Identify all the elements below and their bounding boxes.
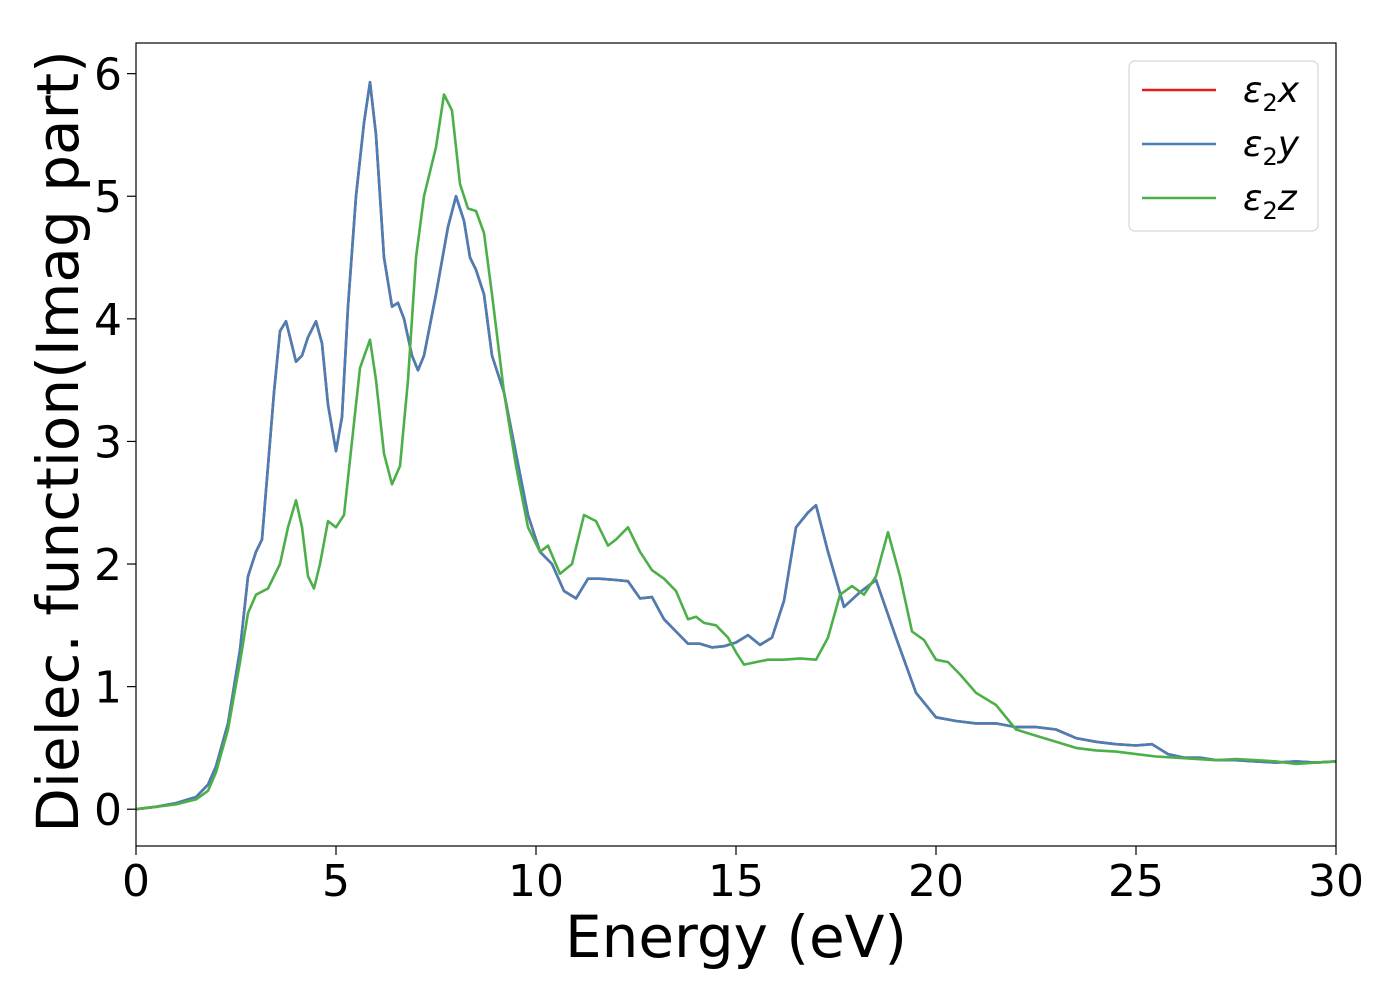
legend-subscript: 2: [1262, 143, 1277, 171]
x-tick-label: 20: [908, 856, 964, 907]
legend-label-y: ε2y: [1243, 124, 1300, 171]
x-tick-label: 25: [1108, 856, 1164, 907]
y-axis: 0 1 2 3 4 5 6: [94, 50, 136, 836]
y-tick-label: 5: [94, 172, 122, 223]
legend-component: y: [1277, 124, 1300, 165]
legend-epsilon: ε: [1243, 124, 1262, 165]
legend-label-x: ε2x: [1243, 70, 1300, 117]
plot-area: [136, 80, 1336, 811]
y-tick-label: 4: [94, 295, 122, 346]
x-axis: 0 5 10 15 20 25 30: [122, 846, 1364, 907]
legend-subscript: 2: [1262, 197, 1277, 225]
legend-box: [1128, 60, 1319, 232]
legend-epsilon: ε: [1243, 178, 1262, 219]
legend-component: x: [1277, 70, 1300, 111]
legend-label-z: ε2z: [1243, 178, 1298, 225]
y-tick-label: 1: [94, 663, 122, 714]
y-tick-label: 2: [94, 540, 122, 591]
x-tick-label: 0: [122, 856, 150, 907]
y-tick-label: 0: [94, 785, 122, 836]
series-line-z: [136, 93, 1336, 811]
legend-epsilon: ε: [1243, 70, 1262, 111]
y-axis-label: Dielec. function(Imag part): [24, 50, 92, 833]
legend-subscript: 2: [1262, 89, 1277, 117]
x-tick-label: 10: [508, 856, 564, 907]
legend-component: z: [1277, 178, 1298, 219]
y-tick-label: 3: [94, 417, 122, 468]
x-tick-label: 15: [708, 856, 764, 907]
x-tick-label: 5: [322, 856, 350, 907]
x-tick-label: 30: [1308, 856, 1364, 907]
x-axis-label: Energy (eV): [565, 903, 907, 971]
plot-frame: [135, 42, 1337, 847]
series-line-y: [136, 80, 1336, 811]
y-tick-label: 6: [94, 50, 122, 101]
